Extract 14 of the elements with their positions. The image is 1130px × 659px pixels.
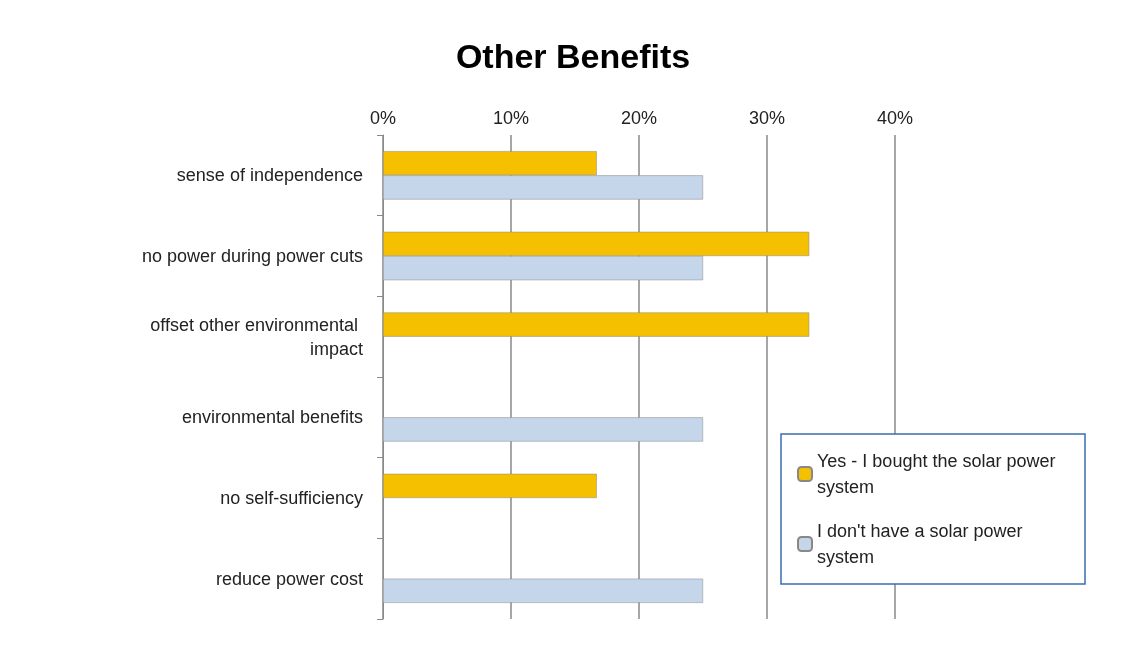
chart-title: Other Benefits — [455, 37, 691, 75]
legend-label: I don't have a solar power system — [817, 521, 1028, 567]
x-tick-label: 10% — [492, 108, 530, 128]
legend-label: Yes - I bought the solar power system — [817, 451, 1061, 497]
y-tick-label: no power during power cuts — [141, 246, 363, 266]
y-tick-label: environmental benefits — [181, 407, 363, 428]
x-tick-label: 40% — [876, 108, 914, 128]
y-tick-label: sense of independence — [176, 165, 363, 186]
x-tick-label: 0% — [369, 108, 397, 128]
y-tick-label: offset other environmental impact — [150, 314, 363, 359]
x-tick-label: 30% — [748, 108, 786, 128]
y-tick-label: no self-sufficiency — [220, 488, 363, 508]
x-tick-label: 20% — [620, 108, 658, 128]
y-tick-label: reduce power cost — [215, 568, 363, 589]
